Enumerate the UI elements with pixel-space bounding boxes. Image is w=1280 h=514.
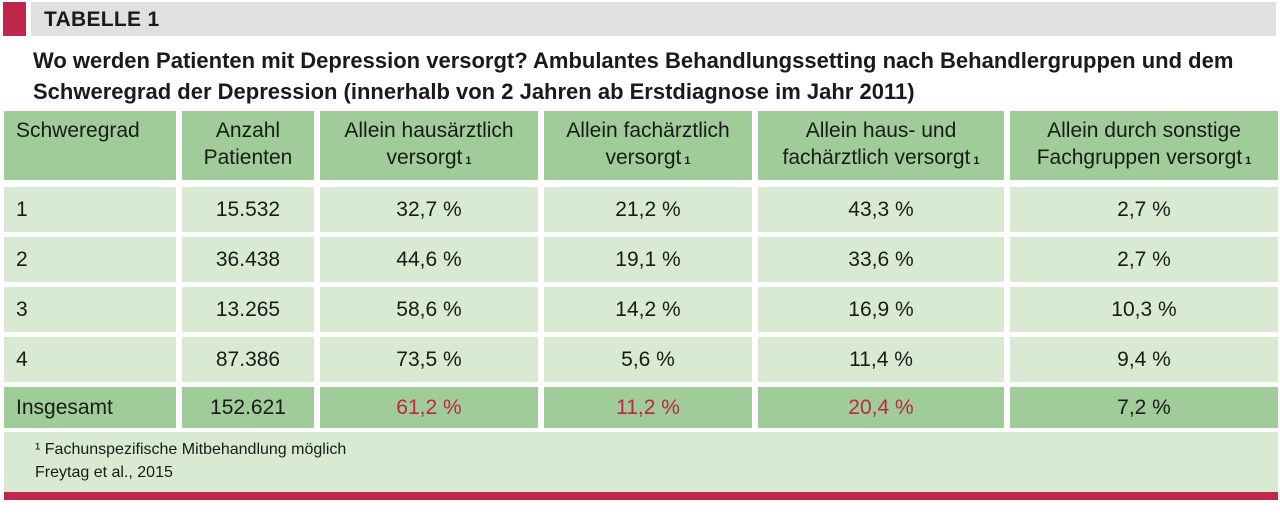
cell-value: 21,2 % [615,198,681,221]
table-cell: 10,3 % [1010,287,1278,332]
total-cell: 61,2 % [320,387,538,428]
cell-value: 16,9 % [848,298,914,321]
table-title: Wo werden Patienten mit Depression verso… [33,48,1234,104]
total-value: Insgesamt [16,396,113,419]
column-header: Anzahl Patienten [182,111,314,180]
cell-value: 36.438 [215,248,281,271]
column-header-label: Allein haus- und fachärztlich versorgt 1 [782,119,980,169]
cell-value: 43,3 % [848,198,914,221]
table-cell: 87.386 [182,337,314,382]
row-label-cell: 4 [4,337,176,382]
total-value: 20,4 % [848,396,914,419]
table-cell: 2,7 % [1010,237,1278,282]
bottom-rule [4,492,1278,500]
total-cell: 11,2 % [544,387,752,428]
cell-value: 32,7 % [396,198,462,221]
footnote-marker: 1 [1245,155,1252,167]
total-cell: 7,2 % [1010,387,1278,428]
cell-value: 1 [16,198,28,221]
table-cell: 44,6 % [320,237,538,282]
column-header: Allein haus- und fachärztlich versorgt 1 [758,111,1004,180]
column-header-label: Allein hausärztlich versorgt 1 [344,119,514,169]
table-cell: 13.265 [182,287,314,332]
label-band [31,2,1276,36]
cell-value: 14,2 % [615,298,681,321]
data-table: Schweregrad Anzahl Patienten Allein hausär… [0,111,1280,500]
accent-marker [3,2,26,36]
table-cell: 5,6 % [544,337,752,382]
column-header: Schweregrad [4,111,176,180]
footnote-box: ¹ Fachunspezifische Mitbehandlung möglic… [4,432,1278,492]
total-value: 7,2 % [1117,396,1171,419]
table-cell: 73,5 % [320,337,538,382]
cell-value: 4 [16,348,28,371]
cell-value: 15.532 [215,198,281,221]
total-cell: 152.621 [182,387,314,428]
footnote-note: ¹ Fachunspezifische Mitbehandlung möglic… [35,441,347,458]
table-cell: 43,3 % [758,187,1004,232]
cell-value: 5,6 % [621,348,675,371]
footnote-source: Freytag et al., 2015 [35,464,173,481]
row-label-cell: 2 [4,237,176,282]
cell-value: 11,4 % [849,348,913,371]
cell-value: 58,6 % [396,298,462,321]
column-header-label: Allein fachärztlich versorgt 1 [566,119,730,169]
column-header-label: Anzahl Patienten [203,119,293,169]
total-value: 61,2 % [396,396,462,419]
table-cell: 2,7 % [1010,187,1278,232]
table-cell: 15.532 [182,187,314,232]
column-header-label: Allein durch sonstige Fachgruppen versor… [1036,119,1252,169]
cell-value: 13.265 [215,298,281,321]
table-label-bar: TABELLE 1 [0,2,1280,36]
column-header: Allein durch sonstige Fachgruppen versor… [1010,111,1278,180]
table-cell: 19,1 % [544,237,752,282]
footnote-marker: 1 [973,155,980,167]
table-cell: 58,6 % [320,287,538,332]
cell-value: 9,4 % [1117,348,1171,371]
cell-value: 19,1 % [615,248,681,271]
cell-value: 33,6 % [848,248,914,271]
cell-value: 2,7 % [1117,248,1171,271]
cell-value: 44,6 % [396,248,462,271]
table-cell: 21,2 % [544,187,752,232]
cell-value: 2 [16,248,28,271]
cell-value: 3 [16,298,28,321]
total-cell: 20,4 % [758,387,1004,428]
table-cell: 32,7 % [320,187,538,232]
cell-value: 2,7 % [1117,198,1171,221]
total-value: 152.621 [210,396,286,419]
cell-value: 87.386 [215,348,281,371]
total-value: 11,2 % [616,396,680,419]
column-header: Allein fachärztlich versorgt 1 [544,111,752,180]
column-header-label: Schweregrad [16,119,140,142]
table-cell: 11,4 % [758,337,1004,382]
table-cell: 36.438 [182,237,314,282]
row-label-cell: 1 [4,187,176,232]
cell-value: 10,3 % [1111,298,1177,321]
footnote-marker: 1 [684,155,691,167]
column-header: Allein hausärztlich versorgt 1 [320,111,538,180]
row-label-cell: 3 [4,287,176,332]
table-cell: 14,2 % [544,287,752,332]
footnote-marker: 1 [465,155,472,167]
total-label-cell: Insgesamt [4,387,176,428]
table-cell: 16,9 % [758,287,1004,332]
table-cell: 9,4 % [1010,337,1278,382]
table-label: TABELLE 1 [44,8,160,31]
cell-value: 73,5 % [396,348,462,371]
table-cell: 33,6 % [758,237,1004,282]
